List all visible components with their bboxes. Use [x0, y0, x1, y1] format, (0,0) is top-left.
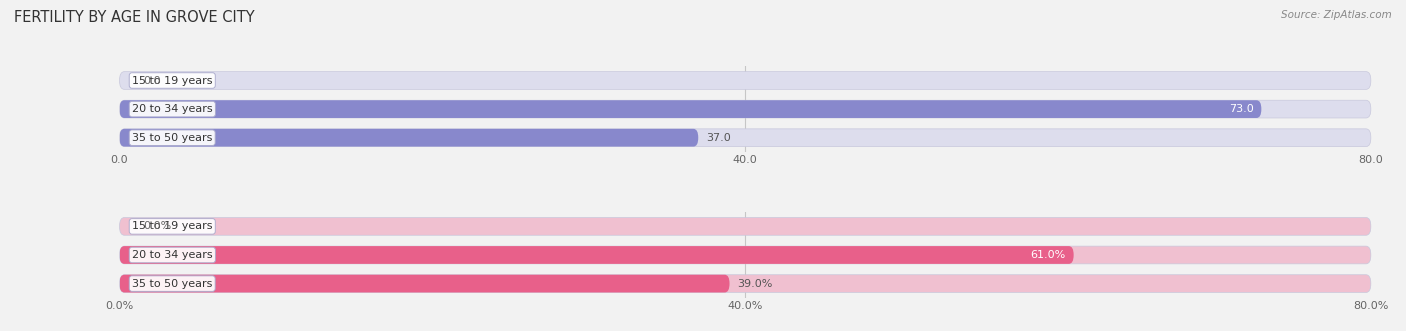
Text: 39.0%: 39.0% [737, 279, 773, 289]
Text: 61.0%: 61.0% [1031, 250, 1066, 260]
FancyBboxPatch shape [120, 217, 1371, 235]
Text: 35 to 50 years: 35 to 50 years [132, 279, 212, 289]
FancyBboxPatch shape [120, 129, 1371, 147]
FancyBboxPatch shape [120, 71, 1371, 89]
FancyBboxPatch shape [120, 100, 1371, 118]
FancyBboxPatch shape [120, 275, 730, 293]
FancyBboxPatch shape [120, 129, 699, 147]
FancyBboxPatch shape [120, 246, 1371, 264]
Text: 15 to 19 years: 15 to 19 years [132, 221, 212, 231]
Text: 20 to 34 years: 20 to 34 years [132, 104, 212, 114]
Text: Source: ZipAtlas.com: Source: ZipAtlas.com [1281, 10, 1392, 20]
Text: 73.0: 73.0 [1229, 104, 1254, 114]
Text: 20 to 34 years: 20 to 34 years [132, 250, 212, 260]
FancyBboxPatch shape [120, 275, 1371, 293]
Text: 37.0: 37.0 [706, 133, 731, 143]
FancyBboxPatch shape [120, 246, 1074, 264]
Text: 35 to 50 years: 35 to 50 years [132, 133, 212, 143]
Text: FERTILITY BY AGE IN GROVE CITY: FERTILITY BY AGE IN GROVE CITY [14, 10, 254, 25]
Text: 0.0: 0.0 [143, 75, 160, 85]
Text: 0.0%: 0.0% [143, 221, 172, 231]
FancyBboxPatch shape [120, 100, 1261, 118]
Text: 15 to 19 years: 15 to 19 years [132, 75, 212, 85]
